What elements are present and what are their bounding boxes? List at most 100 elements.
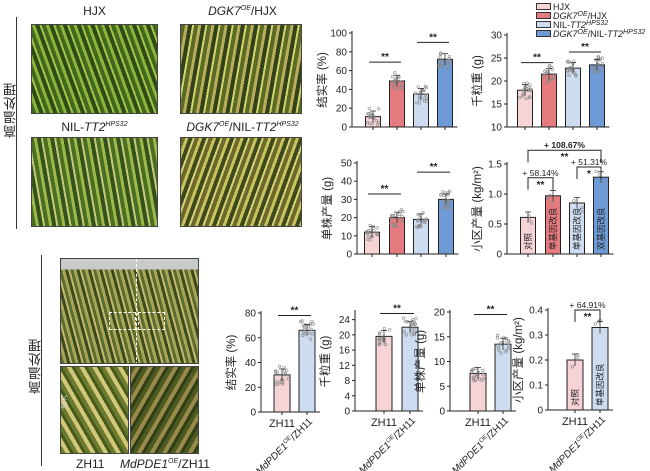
data-point	[506, 339, 511, 343]
significance-bracket	[574, 309, 601, 322]
divider-dashed-line	[136, 259, 137, 363]
data-point	[394, 87, 398, 91]
data-point	[422, 99, 427, 103]
data-point	[424, 96, 429, 100]
data-point	[504, 348, 508, 352]
data-point	[437, 65, 441, 69]
y-tick-label: 25	[491, 54, 503, 65]
data-point	[412, 332, 417, 337]
data-point	[525, 81, 529, 85]
data-point	[382, 326, 386, 331]
data-point	[602, 180, 606, 184]
y-tick-label: 0.4	[529, 306, 543, 317]
significance-stars: **	[561, 152, 569, 163]
data-point	[506, 343, 510, 348]
y-tick-label: 12	[339, 361, 351, 372]
data-point	[437, 63, 441, 67]
y-tick-label: 1.0	[488, 190, 502, 201]
legend-text: NIL-	[553, 19, 571, 30]
data-point	[302, 327, 306, 331]
photo-dgk7-hjx	[180, 24, 302, 114]
data-point	[439, 193, 443, 197]
data-point	[441, 65, 445, 69]
significance-stars: **	[381, 52, 389, 63]
data-point	[281, 382, 285, 386]
y-tick-label: 0	[250, 408, 256, 419]
legend-sup: OE	[577, 29, 588, 36]
significance-stars: **	[430, 162, 438, 173]
data-point	[282, 365, 286, 370]
data-point	[593, 322, 597, 326]
data-point	[548, 193, 552, 198]
data-point	[310, 319, 314, 324]
significance-stars: **	[381, 184, 389, 195]
photo-dgk7-nil-tt2	[180, 137, 302, 227]
data-point	[397, 217, 401, 221]
y-tick-label: 80	[245, 309, 257, 320]
legend-item-nil-tt2: NIL- TT2 HPS32	[536, 19, 608, 30]
data-point	[568, 69, 572, 73]
data-point	[419, 224, 423, 228]
gene-name: DGK7	[186, 120, 219, 134]
data-point	[366, 120, 370, 125]
data-point	[521, 94, 525, 98]
data-point	[301, 323, 305, 327]
data-point	[377, 343, 381, 347]
data-point	[446, 192, 450, 197]
y-tick-label: 4	[344, 391, 350, 402]
significance-bracket	[576, 166, 602, 179]
data-point	[283, 371, 288, 375]
data-point	[413, 91, 417, 95]
data-point	[594, 169, 598, 173]
y-tick-label: 15	[434, 332, 446, 343]
data-point	[397, 76, 401, 80]
data-point	[470, 370, 474, 374]
data-point	[392, 83, 396, 87]
y-tick-label: 0.1	[529, 381, 543, 392]
data-point	[580, 205, 584, 210]
significance-stars: **	[581, 42, 589, 53]
data-point	[552, 75, 556, 80]
bar-label: 单基因改良	[548, 207, 558, 250]
data-point	[414, 316, 418, 320]
data-point	[372, 229, 376, 233]
data-point	[378, 339, 382, 343]
y-tick-label: 10	[491, 123, 503, 134]
bottom-panel-divider	[41, 255, 42, 466]
y-tick-label: 0.2	[529, 356, 543, 367]
data-point	[444, 206, 448, 210]
gene-sup: OE	[219, 121, 230, 128]
data-point	[416, 212, 420, 217]
significance-stars: **	[429, 32, 437, 43]
data-point	[518, 95, 522, 100]
data-point	[300, 319, 304, 323]
data-point	[277, 364, 282, 368]
y-tick-label: 0	[496, 250, 502, 261]
data-point	[309, 327, 313, 331]
legend-sup: OE	[577, 11, 588, 18]
data-point	[447, 199, 452, 204]
y-axis-label: 单株产量 (g)	[413, 330, 427, 393]
y-tick-label: 20	[245, 383, 257, 394]
data-point	[398, 209, 402, 214]
bar	[389, 80, 405, 128]
legend-sup: HPS32	[623, 29, 646, 36]
significance-stars: **	[291, 305, 299, 316]
data-point	[274, 369, 278, 373]
photo-mdpde1-closeup	[130, 366, 199, 454]
y-tick-label: 0.5	[488, 220, 502, 231]
data-point	[470, 368, 474, 372]
data-point	[274, 382, 278, 386]
y-tick-label: 0.3	[529, 331, 543, 342]
legend-text: /NIL-	[587, 28, 608, 39]
bar	[494, 343, 512, 412]
data-point	[377, 337, 381, 342]
photo-label-nil-tt2: NIL-TT2HPS32	[31, 120, 158, 134]
gene-sup: OE	[168, 458, 179, 465]
data-point	[496, 346, 501, 350]
data-point	[596, 62, 600, 66]
data-point	[404, 333, 408, 337]
data-point	[572, 59, 576, 63]
data-point	[566, 59, 570, 63]
